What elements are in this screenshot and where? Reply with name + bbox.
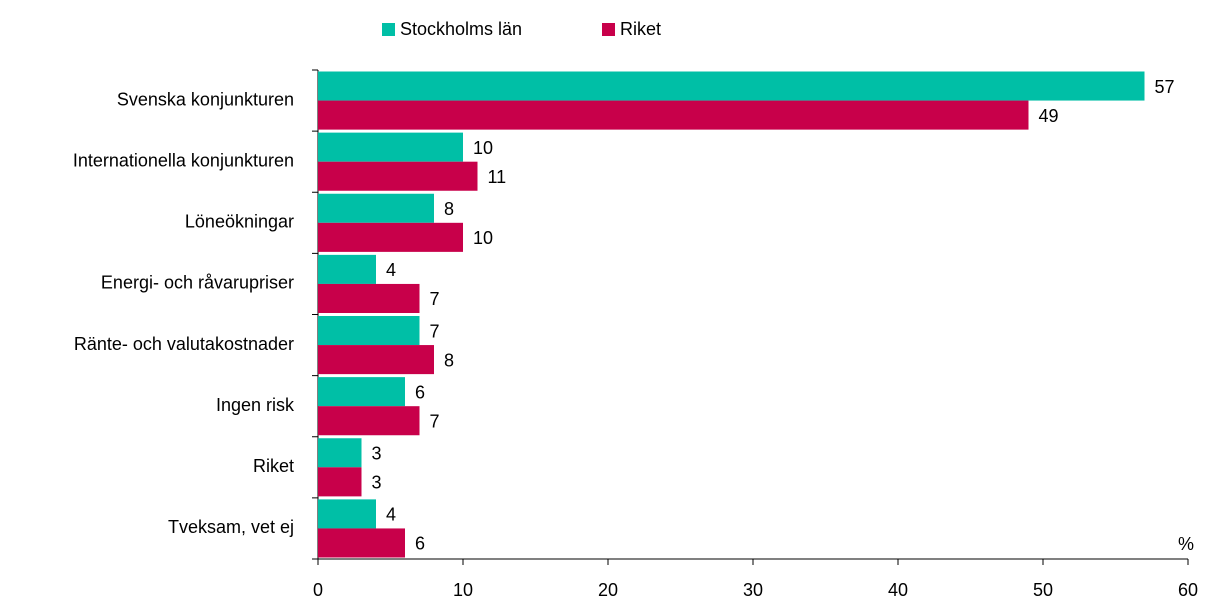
bar xyxy=(318,283,420,313)
bar xyxy=(318,161,478,191)
bar xyxy=(318,467,362,497)
bar xyxy=(318,132,463,162)
legend-label: Stockholms län xyxy=(400,19,522,39)
x-tick-label: 20 xyxy=(598,580,618,599)
x-tick-label: 50 xyxy=(1033,580,1053,599)
x-tick-label: 10 xyxy=(453,580,473,599)
x-tick-label: 0 xyxy=(313,580,323,599)
value-label: 7 xyxy=(430,321,440,341)
value-label: 6 xyxy=(415,382,425,402)
value-label: 4 xyxy=(386,260,396,280)
y-tick-label: Svenska konjunkturen xyxy=(117,89,294,109)
y-tick-label: Internationella konjunkturen xyxy=(73,150,294,170)
bar xyxy=(318,438,362,468)
value-label: 57 xyxy=(1155,77,1175,97)
value-label: 6 xyxy=(415,534,425,554)
x-axis-unit: % xyxy=(1178,534,1194,554)
legend-swatch xyxy=(382,23,395,36)
y-tick-label: Ingen risk xyxy=(216,395,295,415)
value-label: 7 xyxy=(430,289,440,309)
legend-swatch xyxy=(602,23,615,36)
value-label: 7 xyxy=(430,411,440,431)
value-label: 11 xyxy=(488,167,507,187)
bar xyxy=(318,193,434,223)
value-label: 8 xyxy=(444,199,454,219)
value-label: 49 xyxy=(1039,106,1059,126)
bar xyxy=(318,254,376,284)
y-tick-label: Tveksam, vet ej xyxy=(168,517,294,537)
bar xyxy=(318,406,420,436)
bar xyxy=(318,71,1145,101)
value-label: 3 xyxy=(372,473,382,493)
bar xyxy=(318,222,463,252)
x-tick-label: 30 xyxy=(743,580,763,599)
value-label: 4 xyxy=(386,505,396,525)
bar xyxy=(318,528,405,558)
bar xyxy=(318,345,434,375)
x-tick-label: 40 xyxy=(888,580,908,599)
bar xyxy=(318,377,405,407)
y-tick-label: Löneökningar xyxy=(185,212,294,232)
legend-label: Riket xyxy=(620,19,661,39)
y-tick-label: Riket xyxy=(253,456,294,476)
value-label: 3 xyxy=(372,444,382,464)
x-tick-label: 60 xyxy=(1178,580,1198,599)
bar xyxy=(318,499,376,529)
value-label: 8 xyxy=(444,350,454,370)
bar xyxy=(318,100,1029,130)
value-label: 10 xyxy=(473,138,493,158)
y-tick-label: Energi- och råvarupriser xyxy=(101,273,294,293)
bar xyxy=(318,316,420,346)
y-tick-label: Ränte- och valutakostnader xyxy=(74,334,294,354)
value-label: 10 xyxy=(473,228,493,248)
